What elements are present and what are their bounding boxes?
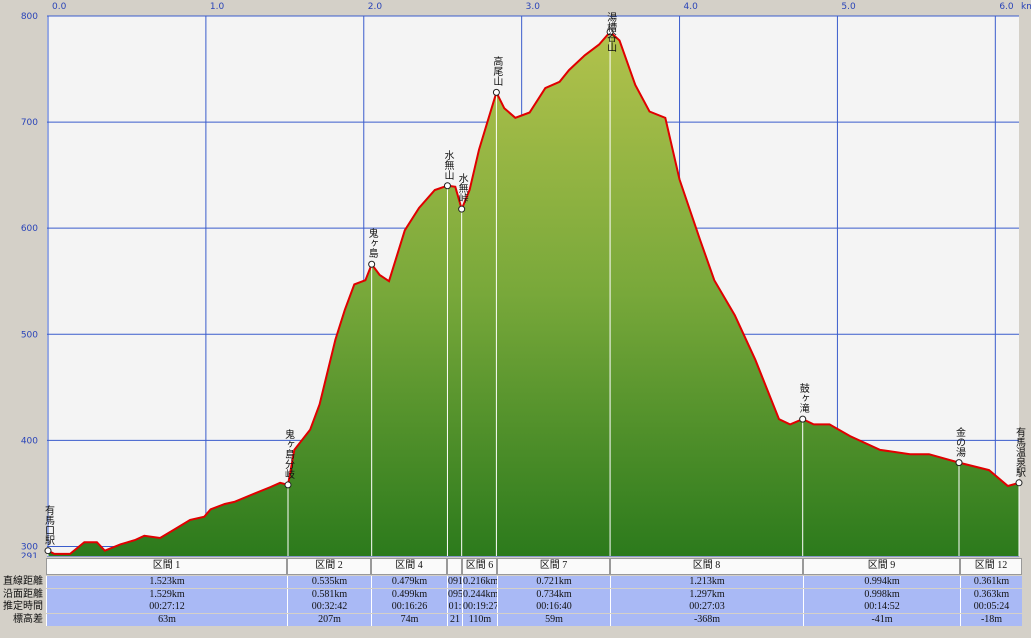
y-tick-label: 300 xyxy=(21,542,38,552)
row-label: 直線距離 xyxy=(3,576,43,587)
row-label: 推定時間 xyxy=(3,601,43,612)
table-cell: 0.535km xyxy=(287,576,371,588)
waypoint-label: 水無山 xyxy=(441,149,453,180)
waypoint-marker xyxy=(284,481,292,489)
table-cell: 0.721km xyxy=(497,576,610,588)
table-cell: 0.244km xyxy=(462,588,497,601)
table-cell: 0.734km xyxy=(497,588,610,601)
table-cell: 01: xyxy=(447,601,462,613)
table-cell: 00:32:42 xyxy=(287,601,371,613)
table-cell: 0.361km xyxy=(960,576,1022,588)
waypoint-label: 金の湯 xyxy=(953,426,965,457)
table-cell: -368m xyxy=(610,613,803,626)
row-label: 標高差 xyxy=(13,613,43,625)
column-header xyxy=(447,558,462,575)
waypoint-label: 鬼ヶ島分岐 xyxy=(282,428,294,479)
table-cell: 110m xyxy=(462,613,497,626)
x-tick-label: 0.0 xyxy=(52,2,67,12)
table-cell: 1.297km xyxy=(610,588,803,601)
table-cell: 00:16:40 xyxy=(497,601,610,613)
column-header: 区間 1 xyxy=(46,558,287,575)
x-tick-label: 3.0 xyxy=(526,2,541,12)
table-cell: 00:14:52 xyxy=(803,601,960,613)
table-cell: 1.213km xyxy=(610,576,803,588)
table-cell: 207m xyxy=(287,613,371,626)
x-axis-unit: km xyxy=(1021,2,1031,12)
column-header: 区間 6 xyxy=(462,558,497,575)
waypoint-marker xyxy=(368,260,376,268)
column-header: 区間 2 xyxy=(287,558,371,575)
table-cell: 1.523km xyxy=(46,576,287,588)
table-cell: 0.363km xyxy=(960,588,1022,601)
x-tick-label: 4.0 xyxy=(684,2,699,12)
table-cell: -18m xyxy=(960,613,1022,626)
table-cell: 00:05:24 xyxy=(960,601,1022,613)
y-tick-label: 500 xyxy=(21,330,38,340)
waypoint-marker xyxy=(44,547,52,555)
waypoint-marker xyxy=(799,415,807,423)
column-header: 区間 9 xyxy=(803,558,960,575)
waypoint-marker xyxy=(1015,479,1023,487)
row-label: 沿面距離 xyxy=(3,588,43,600)
waypoint-label: 鬼ヶ島 xyxy=(366,228,378,259)
x-tick-label: 6.0 xyxy=(999,2,1014,12)
table-cell: 00:27:12 xyxy=(46,601,287,613)
y-tick-label: 400 xyxy=(21,436,38,446)
y-tick-label: 600 xyxy=(21,224,38,234)
waypoint-label: 有馬温泉駅 xyxy=(1013,426,1025,477)
table-cell: 0.499km xyxy=(371,588,447,601)
table-cell: 0.994km xyxy=(803,576,960,588)
column-header: 区間 8 xyxy=(610,558,803,575)
profile-line xyxy=(47,30,1020,555)
table-cell: 0.479km xyxy=(371,576,447,588)
waypoint-marker xyxy=(606,28,614,36)
x-tick-label: 5.0 xyxy=(841,2,856,12)
waypoint-marker xyxy=(955,459,963,467)
table-cell: 63m xyxy=(46,613,287,626)
waypoint-label: 高尾山 xyxy=(490,56,502,87)
waypoint-label: 鼓ヶ滝 xyxy=(797,383,809,414)
profile-area xyxy=(48,31,1019,556)
table-cell: 0.581km xyxy=(287,588,371,601)
table-cell: 00:19:27 xyxy=(462,601,497,613)
x-tick-label: 1.0 xyxy=(210,2,225,12)
table-cell: -41m xyxy=(803,613,960,626)
y-tick-label: 291 xyxy=(21,552,38,558)
table-cell: 59m xyxy=(497,613,610,626)
waypoint-marker xyxy=(443,182,451,190)
table-cell: 091 xyxy=(447,576,462,588)
column-header: 区間 4 xyxy=(371,558,447,575)
table-cell: 74m xyxy=(371,613,447,626)
table-cell: 095 xyxy=(447,588,462,601)
table-cell: 21 xyxy=(447,613,462,626)
table-cell: 00:16:26 xyxy=(371,601,447,613)
table-cell: 00:27:03 xyxy=(610,601,803,613)
y-tick-label: 700 xyxy=(21,118,38,128)
waypoint-marker xyxy=(458,205,466,213)
column-header: 区間 7 xyxy=(497,558,610,575)
waypoint-label: 湯槽谷山 xyxy=(604,12,616,52)
table-cell: 1.529km xyxy=(46,588,287,601)
table-cell: 0.998km xyxy=(803,588,960,601)
table-cell: 0.216km xyxy=(462,576,497,588)
x-tick-label: 2.0 xyxy=(368,2,383,12)
waypoint-label: 水無峠 xyxy=(456,173,468,204)
waypoint-marker xyxy=(492,88,500,96)
column-header: 区間 12 xyxy=(960,558,1022,575)
y-tick-label: 800 xyxy=(21,12,38,22)
waypoint-label: 有馬口駅 xyxy=(42,504,54,545)
